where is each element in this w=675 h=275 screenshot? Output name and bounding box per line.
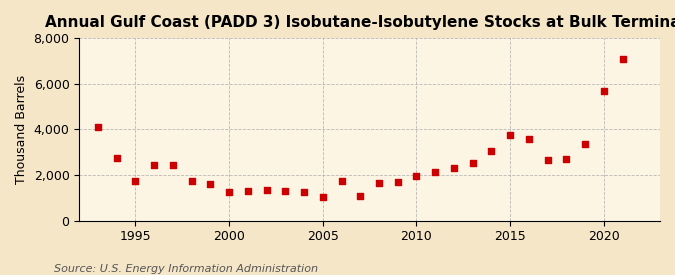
Point <box>92 125 103 129</box>
Point <box>373 181 384 185</box>
Point <box>392 180 403 184</box>
Point <box>242 189 253 193</box>
Point <box>280 189 291 193</box>
Point <box>505 133 516 137</box>
Point <box>317 195 328 199</box>
Point <box>448 166 459 170</box>
Point <box>223 190 234 194</box>
Point <box>167 163 178 167</box>
Point <box>111 156 122 160</box>
Point <box>561 157 572 161</box>
Text: Source: U.S. Energy Information Administration: Source: U.S. Energy Information Administ… <box>54 264 318 274</box>
Point <box>186 179 197 183</box>
Point <box>130 179 141 183</box>
Title: Annual Gulf Coast (PADD 3) Isobutane-Isobutylene Stocks at Bulk Terminals: Annual Gulf Coast (PADD 3) Isobutane-Iso… <box>45 15 675 30</box>
Point <box>580 142 591 147</box>
Point <box>411 174 422 178</box>
Point <box>298 190 309 194</box>
Point <box>336 179 347 183</box>
Point <box>467 160 478 165</box>
Point <box>430 169 441 174</box>
Point <box>205 182 216 186</box>
Point <box>355 193 366 198</box>
Point <box>599 89 610 93</box>
Point <box>261 188 272 192</box>
Point <box>542 158 553 163</box>
Point <box>148 163 159 167</box>
Point <box>524 136 535 141</box>
Point <box>486 149 497 153</box>
Y-axis label: Thousand Barrels: Thousand Barrels <box>15 75 28 184</box>
Point <box>617 56 628 61</box>
